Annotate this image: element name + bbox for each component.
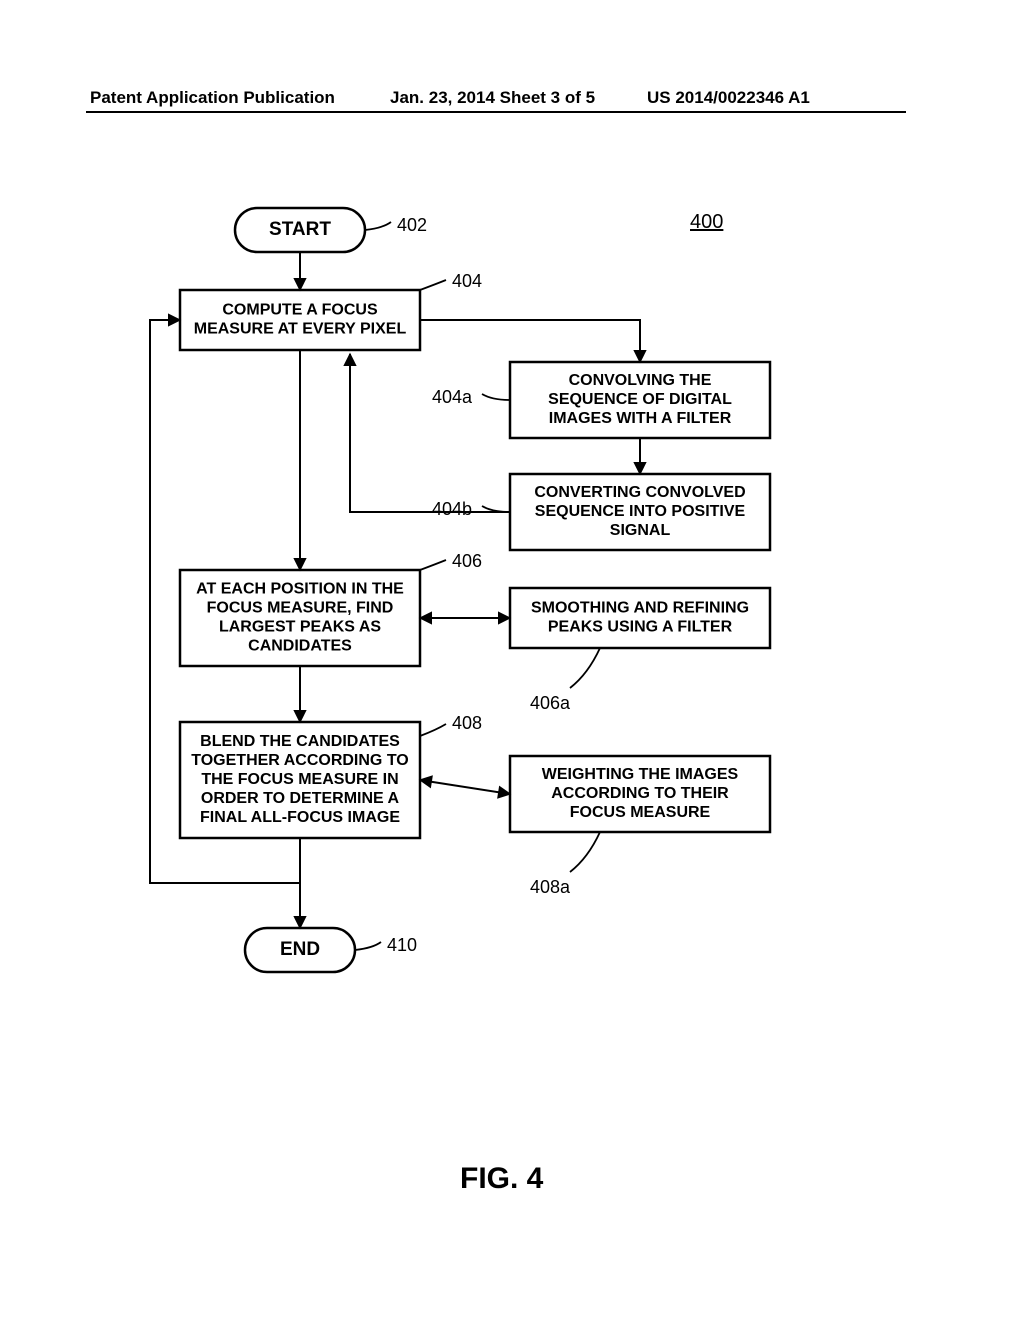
leader [420,724,446,736]
n406-label: LARGEST PEAKS AS [219,619,381,636]
n404a-label: IMAGES WITH A FILTER [549,410,732,427]
n404-label: MEASURE AT EVERY PIXEL [194,321,407,338]
edge [420,320,640,362]
leader [420,280,446,290]
ref-406a: 406a [530,693,571,713]
leader [570,832,600,872]
n406-label: FOCUS MEASURE, FIND [207,600,394,617]
n404-label: COMPUTE A FOCUS [222,302,378,319]
header-right: US 2014/0022346 A1 [647,88,810,108]
n408a-label: FOCUS MEASURE [570,804,711,821]
header-left: Patent Application Publication [90,88,335,108]
n408-label: BLEND THE CANDIDATES [200,733,400,750]
ref-408a: 408a [530,877,571,897]
n408a-label: WEIGHTING THE IMAGES [542,766,739,783]
n408-label: ORDER TO DETERMINE A [201,790,400,807]
start-label: START [269,219,331,240]
leader [365,222,391,230]
ref-404: 404 [452,271,482,291]
ref-404b: 404b [432,499,472,519]
header-rule [86,111,906,113]
n406a-label: PEAKS USING A FILTER [548,619,733,636]
n404b-label: SIGNAL [610,522,671,539]
flowchart: START COMPUTE A FOCUS MEASURE AT EVERY PIX… [0,120,1024,1220]
ref-404a: 404a [432,387,473,407]
n404b-label: CONVERTING CONVOLVED [534,484,745,501]
n408-label: FINAL ALL-FOCUS IMAGE [200,809,400,826]
leader [482,394,510,400]
ref-402: 402 [397,215,427,235]
figure-number: 400 [690,211,723,233]
n408-label: TOGETHER ACCORDING TO [191,752,409,769]
n404a-label: CONVOLVING THE [569,372,712,389]
n404b-label: SEQUENCE INTO POSITIVE [535,503,746,520]
end-label: END [280,939,320,960]
edge [350,354,510,512]
leader [570,648,600,688]
n406-label: CANDIDATES [248,638,352,655]
n408a-label: ACCORDING TO THEIR [551,785,729,802]
n408-label: THE FOCUS MEASURE IN [201,771,398,788]
ref-408: 408 [452,713,482,733]
leader [355,942,381,950]
header-center: Jan. 23, 2014 Sheet 3 of 5 [390,88,595,108]
ref-410: 410 [387,935,417,955]
n406a-label: SMOOTHING AND REFINING [531,600,749,617]
leader [420,560,446,570]
n404a-label: SEQUENCE OF DIGITAL [548,391,732,408]
n406-label: AT EACH POSITION IN THE [196,581,404,598]
patent-page: Patent Application Publication Jan. 23, … [0,0,1024,1320]
edge [420,780,510,794]
ref-406: 406 [452,551,482,571]
figure-title: FIG. 4 [460,1162,543,1196]
